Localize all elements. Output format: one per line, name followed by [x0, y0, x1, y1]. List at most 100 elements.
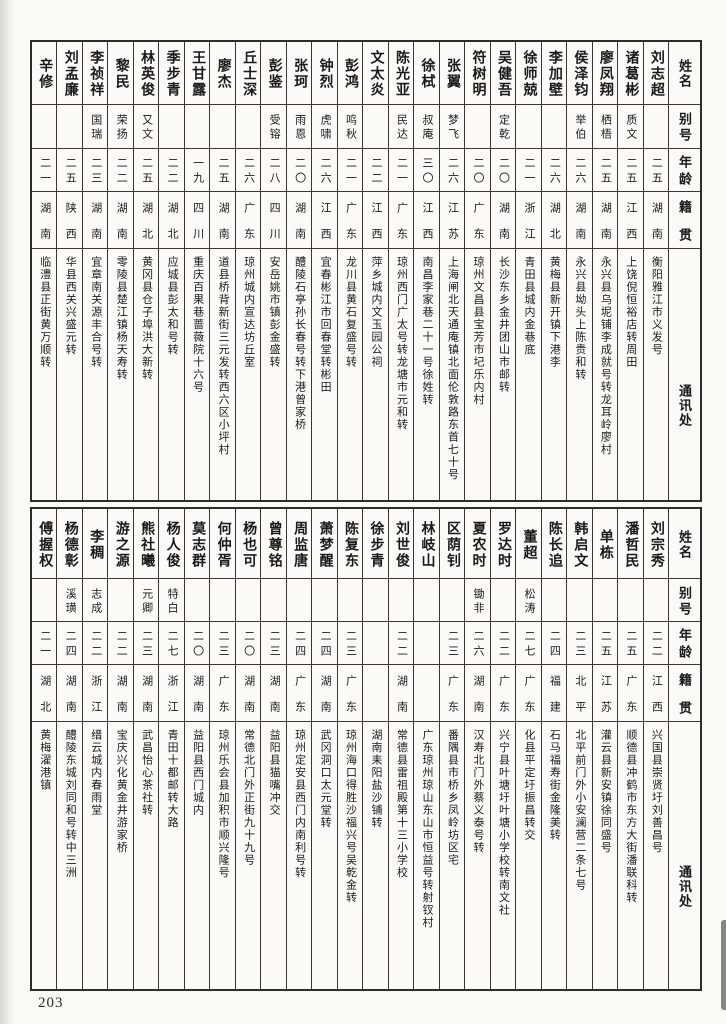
person-age: 二一	[522, 157, 535, 187]
person-name-cell: 张珂	[286, 42, 312, 105]
person-alias-cell	[312, 579, 337, 622]
person-name: 杨人俊	[164, 520, 180, 569]
person-address: 应城县彭太和号转	[166, 256, 179, 356]
person-address-cell: 汉寿北门外蔡义泰号转	[465, 722, 489, 989]
person-name: 辛修	[37, 58, 53, 90]
person-name: 董超	[521, 528, 537, 561]
person-column: 熊社曦 元卿 二三 湖南 武昌怡心茶社转	[133, 509, 160, 989]
person-native-place-cell: 江苏	[439, 192, 465, 249]
person-native-place: 陕西	[64, 201, 77, 249]
person-age: 二〇	[242, 630, 255, 660]
person-alias-cell	[541, 105, 567, 149]
person-address: 黄梅濯港镇	[38, 729, 51, 792]
person-alias-cell: 虎啸	[312, 105, 337, 149]
person-address: 永兴县乌坭铺李成就号转龙耳岭廖村	[599, 256, 612, 456]
person-native-place-cell: 广东	[286, 665, 312, 722]
person-alias-cell: 举伯	[567, 105, 592, 149]
person-column: 张珂 雨恩 二〇 湖南 醴陵石亭孙长春号转下港曾家桥	[286, 42, 313, 500]
person-native-place-cell: 广东	[618, 665, 643, 722]
person-address: 琼州文昌县宝芳市圮乐内村	[471, 256, 484, 406]
person-alias-cell	[643, 579, 669, 622]
person-native-place-cell: 江西	[363, 192, 388, 249]
person-age-cell: 二七	[516, 622, 541, 665]
page-number: 203	[38, 995, 64, 1011]
person-alias: 虎啸	[319, 114, 332, 142]
person-name: 林岐山	[419, 520, 435, 569]
person-alias-cell: 松涛	[516, 579, 541, 622]
person-age-cell: 二四	[286, 622, 312, 665]
person-address: 湖南耒阳盐沙铺转	[370, 729, 383, 829]
person-native-place-cell: 湖南	[490, 192, 516, 249]
person-name-cell: 傅握权	[32, 509, 57, 579]
person-address-cell: 青田县城内金巷底	[516, 249, 540, 500]
person-alias: 民达	[395, 114, 408, 142]
person-alias-cell	[618, 579, 643, 622]
person-name-cell: 彭鉴	[261, 42, 286, 105]
person-alias-cell	[567, 579, 592, 622]
person-name: 黎民	[113, 58, 129, 90]
person-age: 二四	[548, 630, 561, 660]
person-age: 二三	[446, 630, 459, 660]
person-columns-top: 辛修 二一 湖南 临澧县正街黄万顺转 刘孟廉 二五 陕西 华县西关兴盛元转	[32, 42, 670, 500]
person-age-cell: 二五	[133, 149, 159, 192]
person-alias-cell	[363, 105, 388, 149]
person-column: 刘孟廉 二五 陕西 华县西关兴盛元转	[57, 42, 83, 500]
person-column: 李稠 志成 二二 浙江 缙云城内春雨堂	[82, 509, 109, 989]
person-address-cell: 应城县彭太和号转	[159, 249, 183, 500]
person-native-place-cell: 江西	[312, 192, 337, 249]
header-name-cell: 姓名	[669, 42, 700, 105]
person-alias-cell	[32, 579, 57, 622]
person-native-place-cell: 湖南	[388, 665, 414, 722]
person-name: 徐步青	[368, 520, 384, 569]
person-age-cell: 一九	[184, 149, 210, 192]
person-name-cell: 单栋	[592, 509, 618, 579]
person-address-cell: 灌云县新安镇徐同盛号	[593, 722, 617, 989]
person-age: 三〇	[421, 157, 433, 187]
person-age: 二〇	[191, 630, 204, 660]
person-address: 宜春彬江市回春堂转彬田	[319, 256, 332, 394]
person-age: 二六	[319, 157, 332, 187]
person-age: 二四	[319, 630, 332, 660]
person-address-cell: 上饶倪恒裕店转周田	[618, 249, 642, 500]
person-native-place: 湖南	[217, 201, 230, 249]
person-alias-cell: 定乾	[490, 105, 516, 149]
person-column: 辛修 二一 湖南 临澧县正街黄万顺转	[32, 42, 58, 500]
person-age: 二五	[650, 157, 663, 187]
person-native-place-cell: 四川	[184, 192, 210, 249]
person-native-place: 广东	[344, 674, 357, 722]
person-column: 周监唐 二四 广东 琼州定安县西门内南利号转	[286, 509, 313, 989]
header-native-place-label: 籍贯	[677, 672, 692, 722]
person-address: 武冈洞口太元堂转	[319, 729, 332, 829]
directory-table-top: 辛修 二一 湖南 临澧县正街黄万顺转 刘孟廉 二五 陕西 华县西关兴盛元转	[30, 40, 702, 502]
header-alias-cell: 别号	[669, 579, 700, 622]
person-native-place: 北平	[573, 674, 586, 722]
person-native-place-cell: 江西	[414, 192, 439, 249]
header-name-label: 姓名	[677, 529, 692, 560]
person-name: 熊社曦	[139, 520, 155, 569]
person-native-place: 福建	[548, 674, 561, 722]
person-address: 琼州乐会县加积市顺兴隆号	[217, 729, 230, 879]
person-name: 莫志群	[190, 520, 206, 569]
person-name: 廖凤翔	[597, 50, 613, 98]
person-column: 罗达时 二二 广东 兴宁县叶塘圩叶塘小学校转南文社	[490, 509, 517, 989]
person-columns-bottom: 傅握权 二一 湖北 黄梅濯港镇 杨德彰 溪璜 二四 湖南 醴陵东城刘同和号转中三…	[32, 509, 670, 989]
person-age-cell: 二二	[643, 622, 669, 665]
person-native-place-cell: 湖南	[184, 665, 210, 722]
person-column: 符树明 二〇 广东 琼州文昌县宝芳市圮乐内村	[465, 42, 491, 500]
person-age: 二三	[89, 157, 102, 187]
person-address: 益阳县猫嘴冲交	[268, 729, 281, 817]
person-native-place-cell: 浙江	[82, 665, 108, 722]
header-age-label: 年龄	[677, 628, 692, 662]
person-age-cell: 二〇	[235, 622, 261, 665]
person-address-cell: 兴宁县叶塘圩叶塘小学校转南文社	[491, 722, 515, 989]
person-name-cell: 熊社曦	[133, 509, 159, 579]
header-address-cell: 通讯处	[669, 722, 700, 989]
person-address-cell: 兴国县崇贤圩刘善昌号	[644, 722, 668, 989]
person-column: 夏农时 锄非 二六 湖南 汉寿北门外蔡义泰号转	[465, 509, 491, 989]
person-column: 吴健吾 定乾 二〇 湖南 长沙东乡金井团山市邮转	[490, 42, 517, 500]
person-name: 丘士深	[241, 50, 257, 98]
person-native-place: 湖北	[38, 674, 51, 722]
person-address: 北平前门外小安澜营二条七号	[573, 729, 586, 892]
person-native-place-cell: 广东	[465, 192, 490, 249]
person-age-cell: 二五	[210, 149, 235, 192]
